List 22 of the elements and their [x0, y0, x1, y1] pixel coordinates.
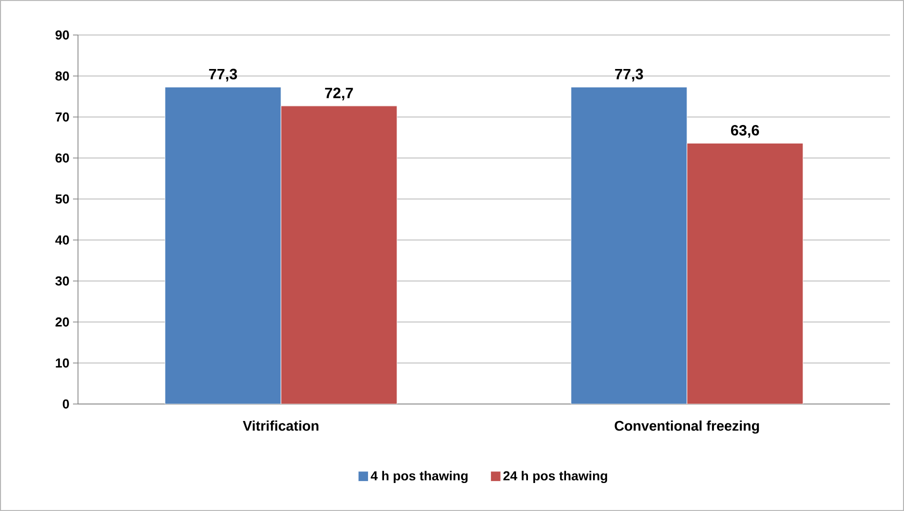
y-tick-label: 40: [55, 235, 69, 245]
bar: [280, 106, 398, 404]
y-tick-label: 70: [56, 112, 69, 122]
bar: [570, 86, 688, 404]
y-tick-label: 30: [55, 276, 69, 286]
legend-label: 4 h pos thawing: [370, 470, 468, 484]
y-tick-label: 10: [56, 358, 69, 368]
y-tick-label: 90: [56, 30, 69, 40]
data-label: 72,7: [325, 88, 353, 100]
legend-label: 24 h pos thawing: [503, 470, 608, 484]
y-tick-label: 60: [56, 153, 69, 163]
y-tick-label: 20: [56, 317, 69, 327]
y-tick-label: 80: [55, 71, 69, 81]
bar: [164, 86, 282, 404]
y-tick-label: 50: [55, 194, 69, 204]
data-label: 77,3: [209, 68, 237, 82]
x-tick-label: Conventional freezing: [614, 420, 759, 434]
x-tick-label: Vitrification: [242, 420, 318, 431]
data-label: 77,3: [615, 68, 643, 82]
bar: [686, 142, 804, 404]
data-label: 63,6: [731, 124, 759, 138]
y-tick-label: 0: [62, 399, 69, 409]
